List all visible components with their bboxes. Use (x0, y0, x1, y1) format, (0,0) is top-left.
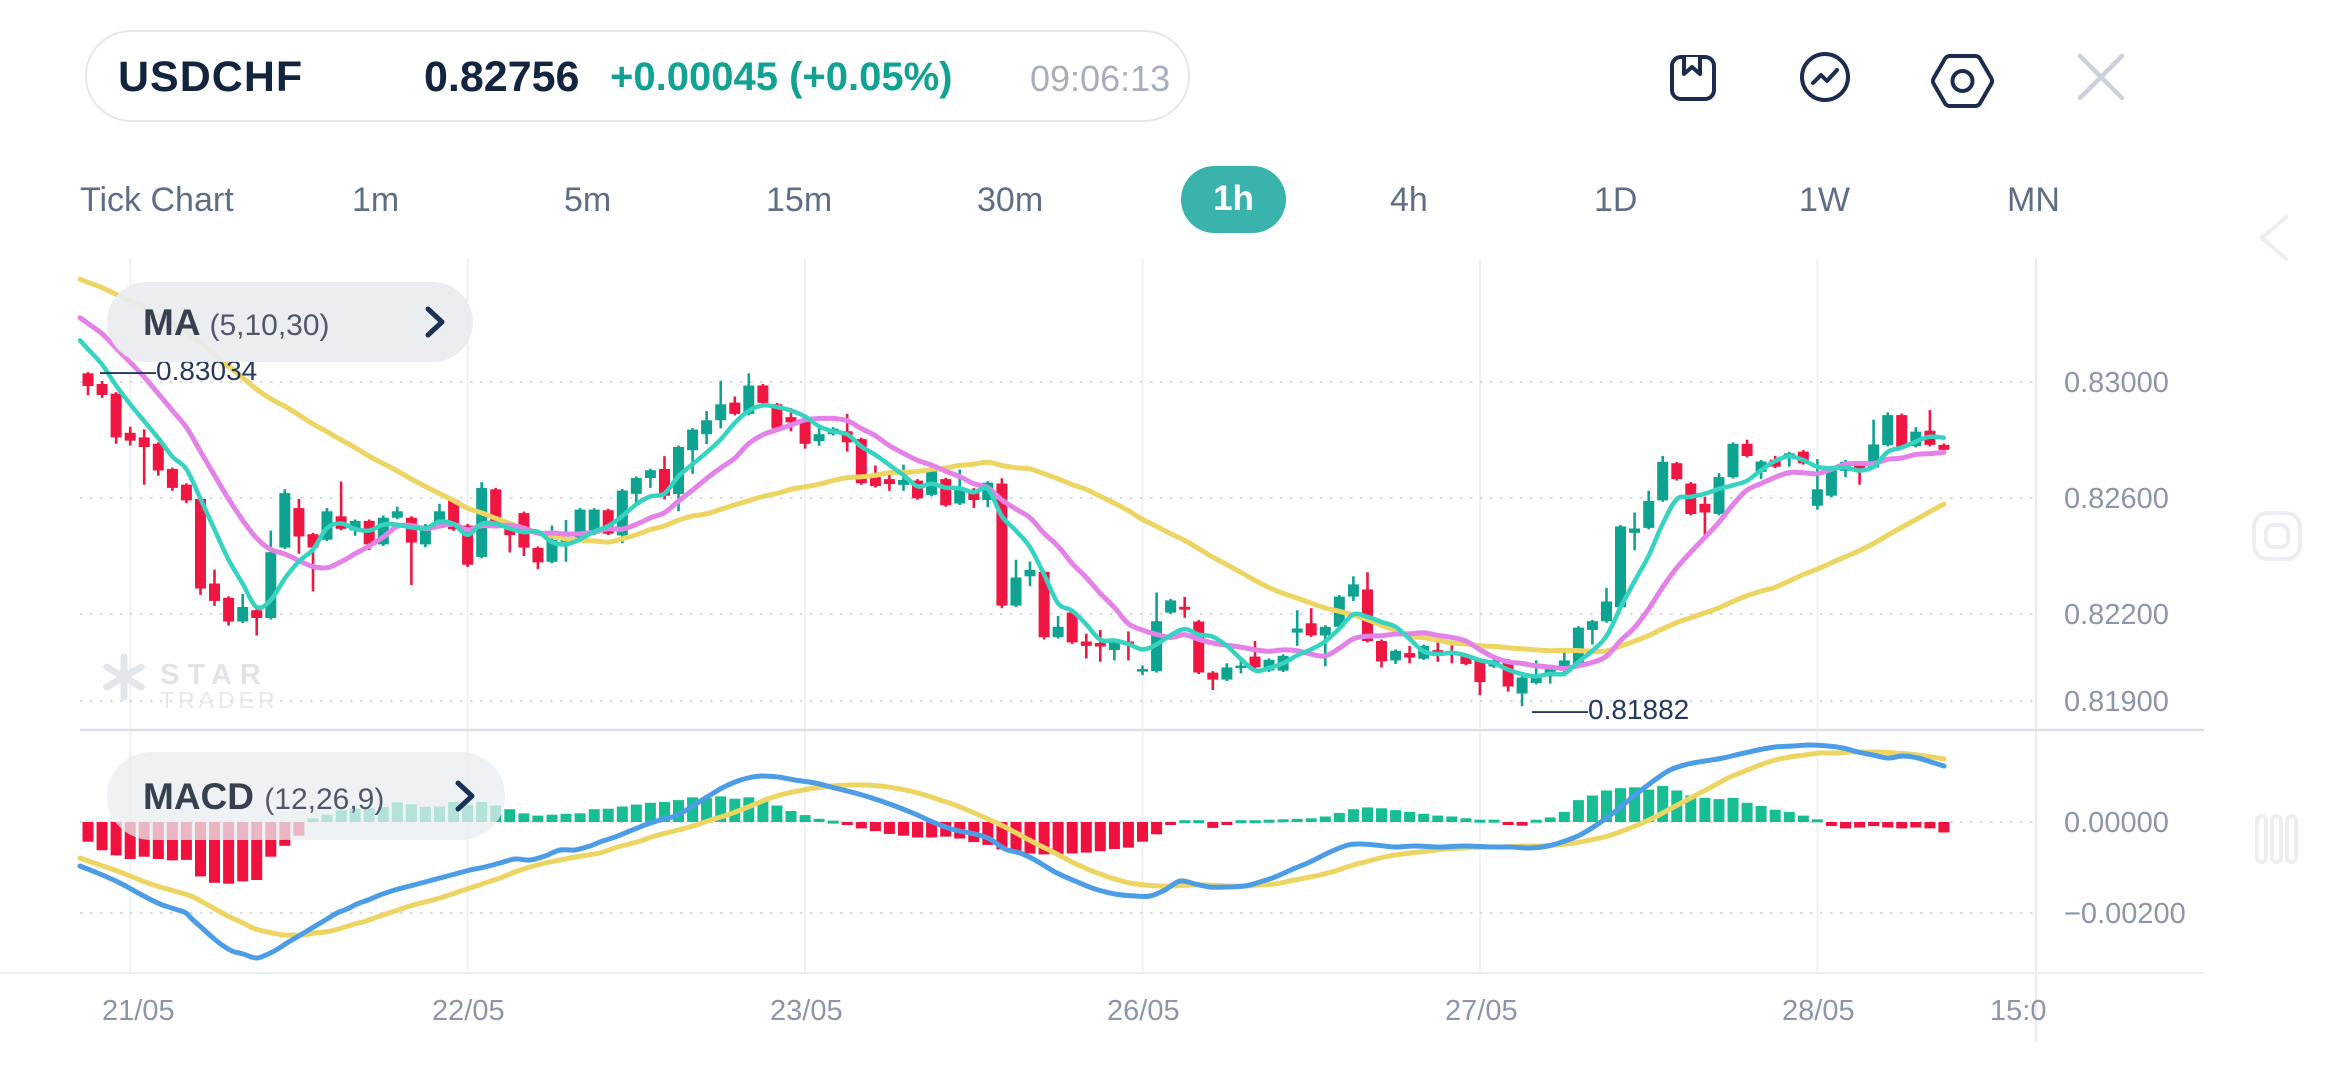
svg-text:−0.00200: −0.00200 (2064, 898, 2186, 930)
svg-text:0.81900: 0.81900 (2064, 686, 2169, 718)
svg-text:0.00000: 0.00000 (2064, 807, 2169, 839)
svg-text:0.82200: 0.82200 (2064, 599, 2169, 631)
svg-text:0.82600: 0.82600 (2064, 483, 2169, 515)
svg-text:28/05: 28/05 (1782, 995, 1855, 1027)
svg-text:0.83000: 0.83000 (2064, 367, 2169, 399)
svg-text:27/05: 27/05 (1445, 995, 1518, 1027)
svg-text:23/05: 23/05 (770, 995, 843, 1027)
svg-text:STAR: STAR (160, 659, 269, 691)
svg-text:TRADER: TRADER (160, 687, 279, 713)
svg-text:26/05: 26/05 (1107, 995, 1180, 1027)
svg-text:15:0: 15:0 (1990, 995, 2046, 1027)
svg-text:——0.81882: ——0.81882 (1532, 694, 1689, 725)
svg-text:22/05: 22/05 (432, 995, 505, 1027)
svg-text:21/05: 21/05 (102, 995, 175, 1027)
